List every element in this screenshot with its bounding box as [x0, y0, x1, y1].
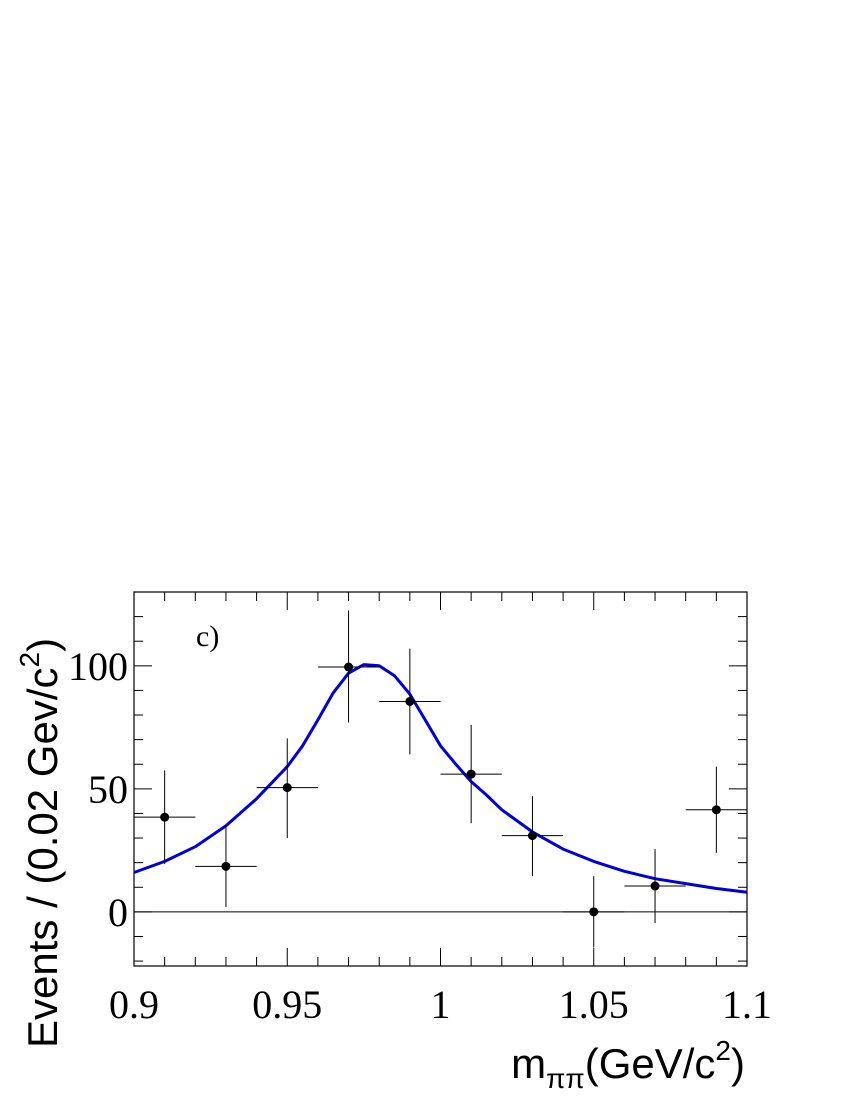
data-marker	[282, 783, 292, 793]
x-axis-title-sup: 2	[715, 1035, 731, 1066]
data-point	[134, 770, 196, 864]
y-axis-title-main: Events / (0.02 Gev/c	[19, 667, 66, 1048]
x-tick-label: 1.05	[559, 982, 629, 1027]
x-tick-label: 0.9	[109, 982, 159, 1027]
x-axis-title-main: m	[511, 1040, 546, 1087]
data-point	[563, 876, 625, 948]
data-point	[685, 766, 747, 853]
data-marker	[527, 831, 537, 841]
data-marker	[466, 769, 476, 779]
data-point	[195, 825, 257, 907]
x-tick-label: 0.95	[252, 982, 322, 1027]
y-tick-label: 0	[108, 890, 128, 935]
y-tick-label: 50	[88, 767, 128, 812]
data-point	[379, 648, 441, 755]
data-point	[624, 849, 686, 923]
data-point	[501, 796, 564, 877]
fit-curve	[133, 663, 748, 894]
data-marker	[344, 662, 354, 672]
y-axis-title-sup: 2	[14, 652, 45, 668]
y-tick-label: 100	[68, 644, 128, 689]
x-tick-label: 1	[431, 982, 451, 1027]
x-tick-label: 1.1	[722, 982, 772, 1027]
data-marker	[589, 907, 599, 917]
data-point	[317, 610, 380, 723]
x-axis-title-close: )	[731, 1040, 745, 1087]
y-axis-title: Events / (0.02 Gev/c2)	[14, 638, 66, 1048]
y-axis-title-close: )	[19, 638, 66, 652]
panel-label: c)	[196, 620, 219, 653]
x-axis-title-sub: ππ	[546, 1063, 585, 1094]
data-point	[440, 724, 502, 824]
data-marker	[160, 812, 170, 822]
data-marker	[711, 805, 721, 815]
data-point	[256, 738, 318, 839]
data-marker	[650, 881, 660, 891]
x-axis-title: mππ(GeV/c2)	[511, 1035, 745, 1094]
data-marker	[221, 861, 231, 871]
x-axis-title-tail: (GeV/c	[585, 1040, 716, 1087]
data-marker	[405, 696, 415, 706]
